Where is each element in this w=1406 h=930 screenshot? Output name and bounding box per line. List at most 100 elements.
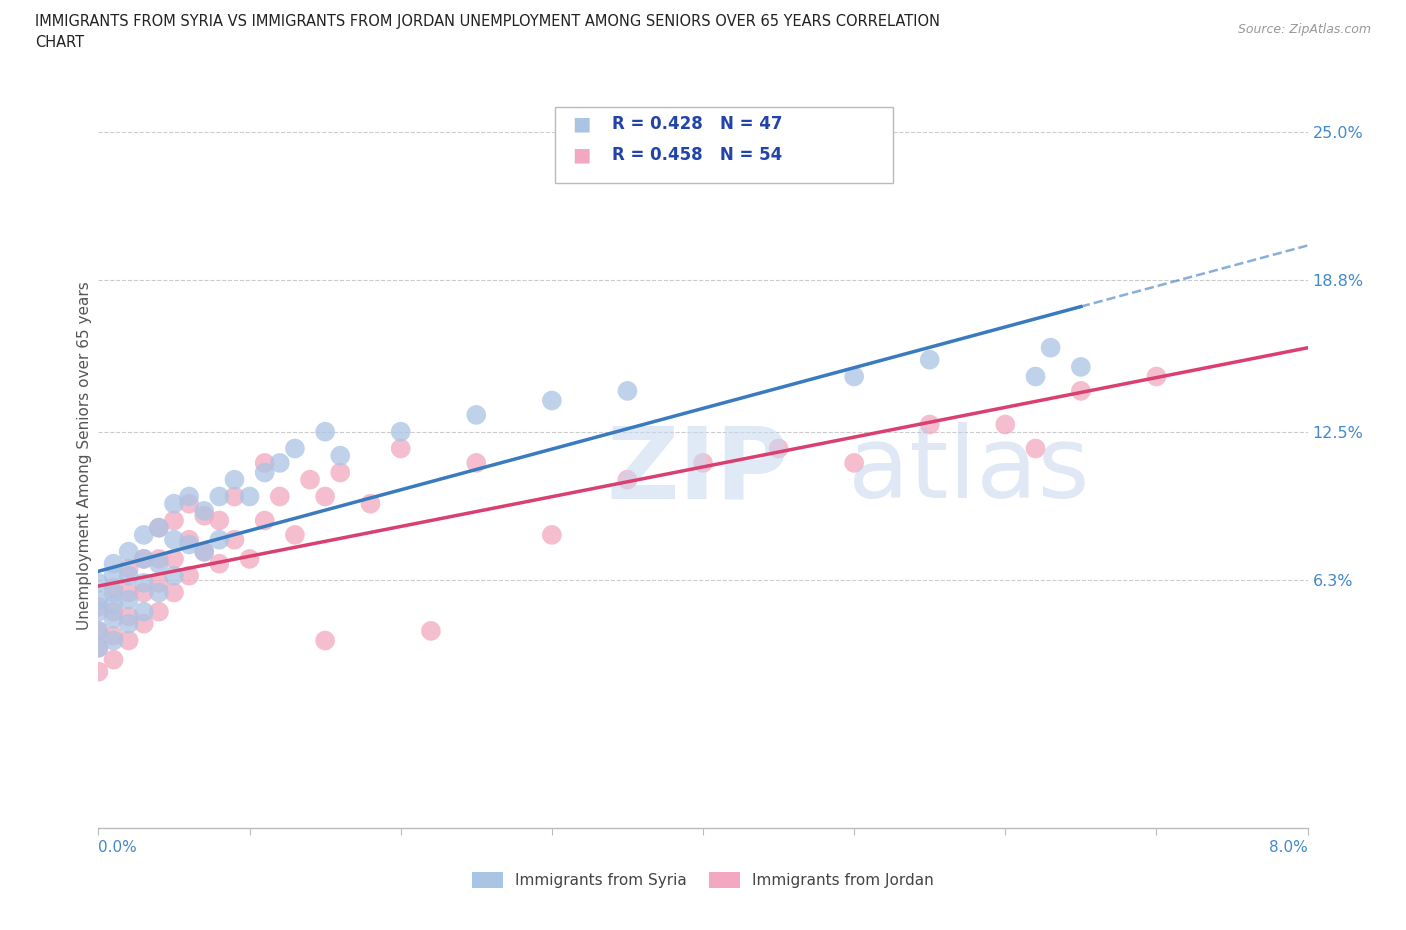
Point xyxy=(239,551,262,566)
Point xyxy=(132,604,155,619)
Point xyxy=(616,383,638,398)
Point xyxy=(284,441,307,456)
Point xyxy=(148,576,170,591)
Y-axis label: Unemployment Among Seniors over 65 years: Unemployment Among Seniors over 65 years xyxy=(77,281,91,631)
Point xyxy=(163,568,186,583)
Point xyxy=(844,456,866,471)
Point xyxy=(193,544,215,559)
Point xyxy=(148,520,170,535)
Point xyxy=(299,472,322,487)
Point xyxy=(103,629,125,644)
Point xyxy=(163,497,186,512)
Point xyxy=(269,456,291,471)
Text: IMMIGRANTS FROM SYRIA VS IMMIGRANTS FROM JORDAN UNEMPLOYMENT AMONG SENIORS OVER : IMMIGRANTS FROM SYRIA VS IMMIGRANTS FROM… xyxy=(35,14,941,29)
Text: 0.0%: 0.0% xyxy=(98,840,138,855)
Point xyxy=(179,568,201,583)
Point xyxy=(87,640,110,655)
Point xyxy=(103,611,125,626)
Point xyxy=(148,551,170,566)
Point xyxy=(208,532,231,547)
Point xyxy=(132,585,155,600)
Point xyxy=(329,465,352,480)
Point xyxy=(1039,340,1062,355)
Point xyxy=(918,417,941,432)
Point xyxy=(389,441,412,456)
Point xyxy=(253,465,276,480)
Point xyxy=(239,489,262,504)
Legend: Immigrants from Syria, Immigrants from Jordan: Immigrants from Syria, Immigrants from J… xyxy=(465,866,941,895)
Point xyxy=(87,600,110,615)
Point xyxy=(1025,369,1047,384)
Point xyxy=(163,513,186,528)
Point xyxy=(768,441,790,456)
Point xyxy=(132,576,155,591)
Point xyxy=(1146,369,1168,384)
Point xyxy=(103,580,125,595)
Point xyxy=(465,407,488,422)
Point xyxy=(269,489,291,504)
Point xyxy=(103,597,125,612)
Point xyxy=(87,640,110,655)
Point xyxy=(163,585,186,600)
Point xyxy=(103,568,125,583)
Point xyxy=(118,592,141,607)
Point xyxy=(844,369,866,384)
Point xyxy=(918,352,941,367)
Point xyxy=(314,489,336,504)
Point xyxy=(193,544,215,559)
Point xyxy=(465,456,488,471)
Point xyxy=(87,623,110,638)
Point xyxy=(541,393,564,408)
Point xyxy=(103,633,125,648)
Point xyxy=(118,609,141,624)
Point xyxy=(541,527,564,542)
Point xyxy=(118,585,141,600)
Point xyxy=(103,556,125,571)
Point xyxy=(1025,441,1047,456)
Point xyxy=(118,568,141,583)
Point xyxy=(1070,383,1092,398)
Point xyxy=(193,509,215,524)
Point xyxy=(87,576,110,591)
Point xyxy=(103,585,125,600)
Point xyxy=(224,472,246,487)
Point xyxy=(1070,360,1092,375)
Point xyxy=(329,448,352,463)
Point xyxy=(87,664,110,679)
Point xyxy=(208,513,231,528)
Point xyxy=(148,604,170,619)
Text: R = 0.458   N = 54: R = 0.458 N = 54 xyxy=(612,146,782,165)
Text: ■: ■ xyxy=(572,114,591,133)
Point xyxy=(132,527,155,542)
Point xyxy=(179,537,201,551)
Point xyxy=(179,497,201,512)
Text: Source: ZipAtlas.com: Source: ZipAtlas.com xyxy=(1237,23,1371,36)
Point xyxy=(163,532,186,547)
Point xyxy=(179,489,201,504)
Point xyxy=(314,633,336,648)
Point xyxy=(179,532,201,547)
Point xyxy=(389,424,412,439)
Point xyxy=(87,592,110,607)
Point xyxy=(118,617,141,631)
Point xyxy=(314,424,336,439)
Text: atlas: atlas xyxy=(848,422,1090,519)
Point xyxy=(360,497,382,512)
Text: CHART: CHART xyxy=(35,35,84,50)
Point xyxy=(193,503,215,518)
Point xyxy=(420,623,443,638)
Text: R = 0.428   N = 47: R = 0.428 N = 47 xyxy=(612,114,782,133)
Text: 8.0%: 8.0% xyxy=(1268,840,1308,855)
Point xyxy=(148,585,170,600)
Point xyxy=(616,472,638,487)
Point xyxy=(253,513,276,528)
Point xyxy=(253,456,276,471)
Point xyxy=(148,556,170,571)
Point xyxy=(118,633,141,648)
Point xyxy=(148,520,170,535)
Point xyxy=(132,551,155,566)
Point xyxy=(87,623,110,638)
Point xyxy=(103,652,125,667)
Point xyxy=(132,551,155,566)
Point xyxy=(208,489,231,504)
